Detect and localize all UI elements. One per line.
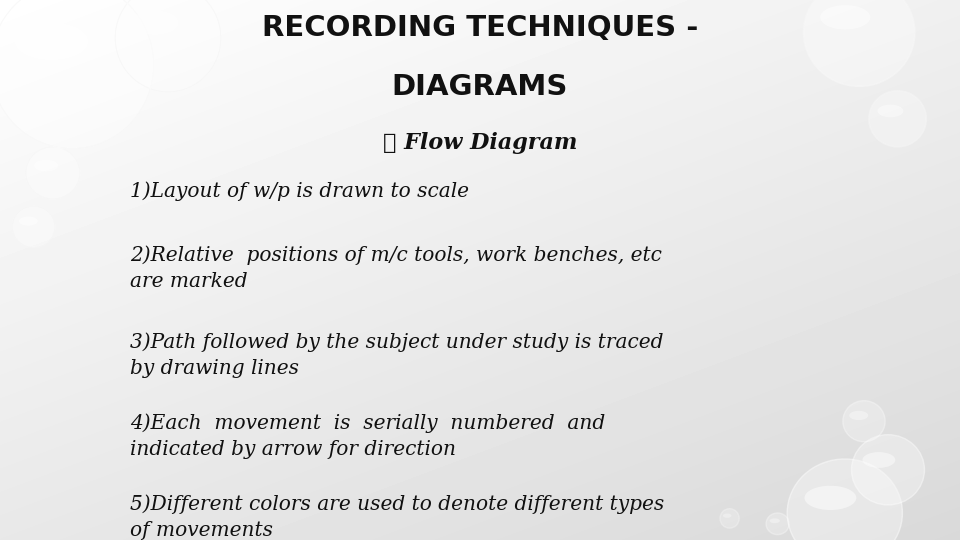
Ellipse shape (14, 23, 88, 60)
Ellipse shape (770, 518, 780, 523)
Ellipse shape (843, 401, 885, 442)
Text: 2)Relative  positions of m/c tools, work benches, etc
are marked: 2)Relative positions of m/c tools, work … (130, 246, 661, 291)
Ellipse shape (720, 509, 739, 528)
Text: 1)Layout of w/p is drawn to scale: 1)Layout of w/p is drawn to scale (130, 181, 468, 200)
Ellipse shape (852, 435, 924, 505)
Text: 5)Different colors are used to denote different types
of movements: 5)Different colors are used to denote di… (130, 494, 664, 539)
Text: 4)Each  movement  is  serially  numbered  and
indicated by arrow for direction: 4)Each movement is serially numbered and… (130, 413, 605, 458)
Ellipse shape (26, 147, 80, 199)
Text: DIAGRAMS: DIAGRAMS (392, 73, 568, 101)
Ellipse shape (850, 411, 868, 420)
Ellipse shape (862, 452, 896, 468)
Ellipse shape (766, 513, 789, 535)
Ellipse shape (0, 0, 154, 148)
Ellipse shape (804, 486, 856, 510)
Ellipse shape (877, 105, 903, 117)
Ellipse shape (34, 160, 59, 171)
Ellipse shape (12, 206, 55, 247)
Ellipse shape (19, 217, 37, 226)
Text: ➤ Flow Diagram: ➤ Flow Diagram (383, 132, 577, 154)
Ellipse shape (804, 0, 915, 86)
Text: 3)Path followed by the subject under study is traced
by drawing lines: 3)Path followed by the subject under stu… (130, 332, 663, 377)
Ellipse shape (820, 5, 871, 29)
Ellipse shape (131, 10, 179, 35)
Ellipse shape (787, 459, 902, 540)
Ellipse shape (869, 91, 926, 147)
Ellipse shape (723, 514, 732, 518)
Ellipse shape (115, 0, 221, 92)
Text: RECORDING TECHNIQUES -: RECORDING TECHNIQUES - (262, 14, 698, 42)
